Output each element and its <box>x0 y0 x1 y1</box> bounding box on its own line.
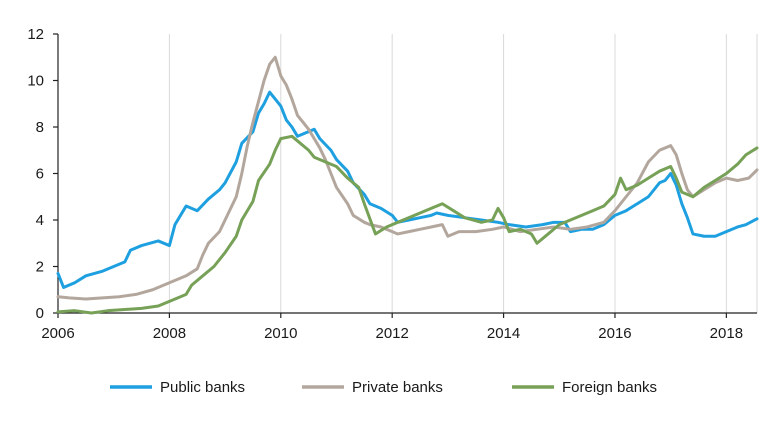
y-tick-label-2: 2 <box>36 259 44 276</box>
x-tick-label-2008: 2008 <box>153 325 186 342</box>
x-tick-label-2006: 2006 <box>41 325 74 342</box>
y-tick-label-12: 12 <box>27 26 44 43</box>
gridlines <box>57 34 758 313</box>
y-tick-label-0: 0 <box>36 305 44 322</box>
x-tick-label-2016: 2016 <box>598 325 631 342</box>
legend-label-private-banks: Private banks <box>352 379 443 396</box>
series-line-foreign-banks <box>56 134 759 315</box>
x-tick-label-2012: 2012 <box>375 325 408 342</box>
y-tick-label-8: 8 <box>36 119 44 136</box>
y-tick-label-6: 6 <box>36 166 44 183</box>
y-tick-label-4: 4 <box>36 212 44 229</box>
series-line-private-banks <box>56 55 759 301</box>
axes <box>53 33 757 318</box>
series-lines <box>56 55 759 315</box>
legend-label-public-banks: Public banks <box>160 379 245 396</box>
x-tick-label-2018: 2018 <box>710 325 743 342</box>
y-axis-tick-labels: 0 2 4 6 8 10 12 <box>27 26 44 322</box>
x-axis-tick-labels: 2006 2008 2010 2012 2014 2016 2018 <box>41 325 743 342</box>
x-tick-label-2014: 2014 <box>487 325 520 342</box>
series-line-public-banks <box>56 90 759 289</box>
legend: Public banks Private banks Foreign banks <box>110 379 657 396</box>
x-tick-label-2010: 2010 <box>264 325 297 342</box>
legend-label-foreign-banks: Foreign banks <box>562 379 657 396</box>
y-tick-label-10: 10 <box>27 73 44 90</box>
